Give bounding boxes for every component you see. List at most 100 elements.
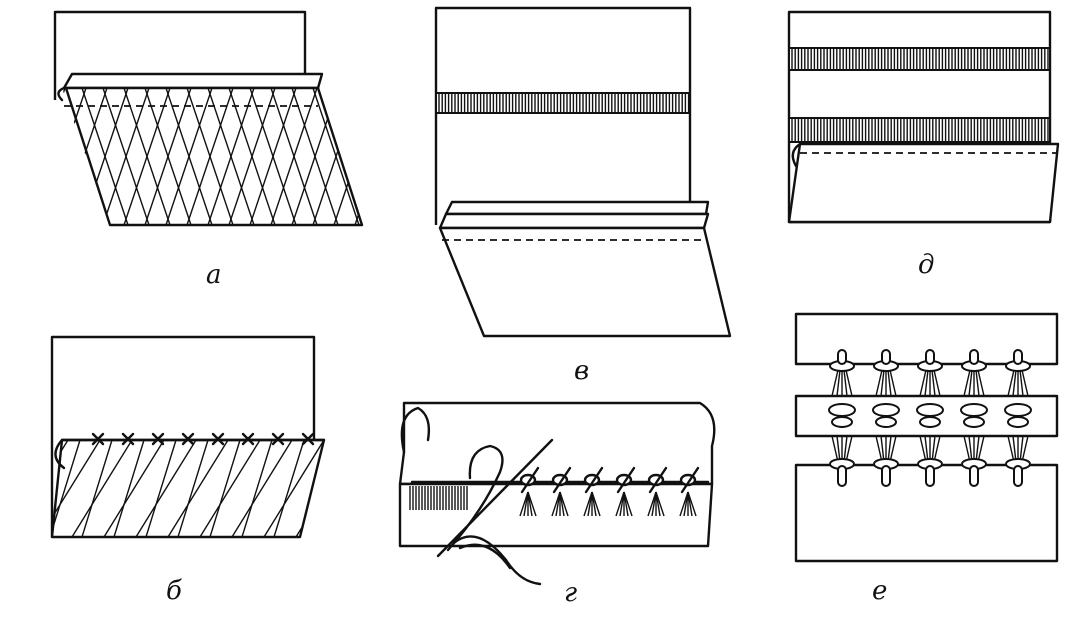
bundle-thread-end <box>881 349 891 365</box>
stitch-line <box>1021 369 1029 397</box>
bundle-knot <box>1007 416 1029 428</box>
stitch-line <box>1007 369 1015 397</box>
bundle-thread-end <box>925 349 935 365</box>
figure-a-herringbone-hem <box>0 10 422 227</box>
stitch-line <box>1012 435 1017 463</box>
stitch-line <box>165 88 213 225</box>
stitch-line <box>845 369 853 397</box>
stitch-line <box>0 440 36 537</box>
stitch-line <box>0 88 23 225</box>
stitch-line <box>887 369 892 397</box>
stitch-line <box>977 369 985 397</box>
stitch-line <box>889 435 897 463</box>
bundle-thread-end <box>925 465 935 487</box>
stitch-line <box>0 88 44 225</box>
stitch-line <box>931 369 936 397</box>
bundle-thread-end <box>881 465 891 487</box>
bundle-knot <box>919 416 941 428</box>
stitch-line <box>270 88 318 225</box>
stitch-line <box>186 88 234 225</box>
stitch-line <box>0 88 23 225</box>
stitch-line <box>584 466 604 494</box>
stitch-line <box>263 440 324 537</box>
stitch-line <box>328 440 388 537</box>
bundle-knot <box>1004 403 1032 417</box>
stitch-line <box>177 440 209 537</box>
stitch-line <box>249 88 297 225</box>
stitch-line <box>376 88 422 225</box>
stitch-line <box>924 369 929 397</box>
stitch-line <box>552 466 572 494</box>
stitch-line <box>209 440 241 537</box>
stitch-line <box>655 491 665 517</box>
stitch-line <box>0 440 4 537</box>
stitch-line <box>123 88 171 225</box>
figure-label-v: в <box>574 356 590 386</box>
bundle-knot <box>963 416 985 428</box>
stitch-line <box>831 369 839 397</box>
stitch-line <box>1012 369 1017 397</box>
stitch-line <box>559 491 569 517</box>
stitch-line <box>354 88 362 225</box>
stitch-line <box>1019 369 1024 397</box>
stitch-line <box>0 88 2 225</box>
stitch-line <box>933 435 941 463</box>
stitch-line <box>354 88 362 225</box>
stitch-line <box>880 435 885 463</box>
stitch-line <box>875 435 883 463</box>
stitch-line <box>71 440 133 537</box>
stitch-line <box>135 440 197 537</box>
stitch-line <box>62 88 66 225</box>
figure-label-e: е <box>872 576 888 606</box>
stitch-line <box>887 435 892 463</box>
stitch-line <box>889 369 897 397</box>
stitch-line <box>880 369 885 397</box>
stitch-line <box>199 440 261 537</box>
figure-label-a: а <box>206 260 222 290</box>
stitch-line <box>1007 435 1015 463</box>
stitch-line <box>207 88 255 225</box>
bundle-thread-end <box>1013 349 1023 365</box>
stitch-line <box>0 88 44 225</box>
stitch-line <box>241 440 273 537</box>
stitch-line <box>376 88 422 225</box>
stitch-line <box>648 466 668 494</box>
stitch-line <box>0 440 16 537</box>
bundle-thread-end <box>969 349 979 365</box>
stitch-line <box>102 88 150 225</box>
stitch-line <box>975 435 980 463</box>
stitch-line <box>843 369 848 397</box>
stitch-line <box>831 435 839 463</box>
bundle-thread-end <box>837 465 847 487</box>
stitch-line <box>687 491 697 517</box>
stitch-line <box>18 440 48 537</box>
bundle-thread-end <box>1013 465 1023 487</box>
bundle-knot <box>875 416 897 428</box>
figure-g-blind-stitch-hem <box>398 401 716 586</box>
stitch-line <box>527 491 537 517</box>
stitch-line <box>931 435 936 463</box>
bundle-knot <box>960 403 988 417</box>
stitch-line <box>963 369 971 397</box>
bundle-knot <box>916 403 944 417</box>
stitch-line <box>167 440 229 537</box>
stitch-line <box>52 440 81 537</box>
figure-b-cross-stitch-hem <box>0 335 400 539</box>
bundle-thread-end <box>969 465 979 487</box>
figure-v-stitched-band-hem <box>434 6 732 338</box>
stitch-line <box>62 88 87 225</box>
stitch-line <box>273 440 305 537</box>
stitch-line <box>370 440 400 537</box>
stitch-line <box>968 435 973 463</box>
stitch-line <box>623 491 633 517</box>
stitch-line <box>680 466 700 494</box>
stitch-line <box>228 88 276 225</box>
stitch-line <box>933 369 941 397</box>
stitch-line <box>520 466 540 494</box>
stitch-line <box>977 435 985 463</box>
stitch-line <box>616 466 636 494</box>
stitch-line <box>845 435 853 463</box>
stitch-line <box>924 435 929 463</box>
figure-d-double-band-hem <box>787 10 1060 224</box>
